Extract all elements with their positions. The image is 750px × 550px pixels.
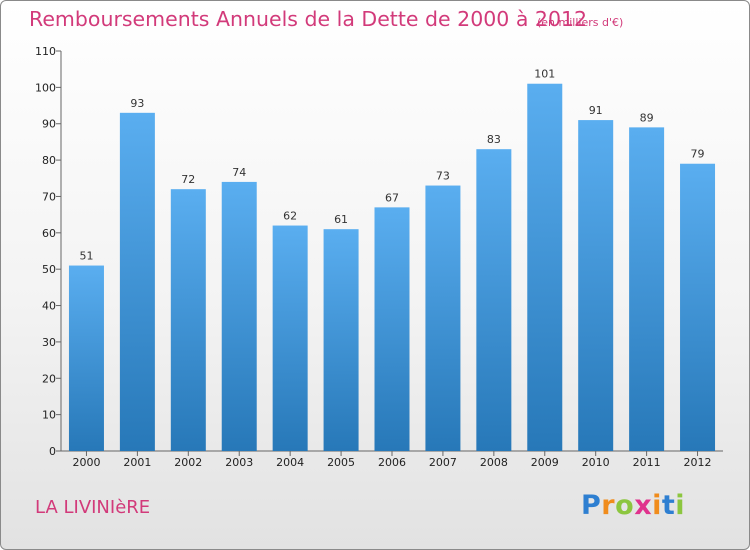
- x-tick-label: 2006: [378, 456, 406, 469]
- bar: [476, 149, 512, 451]
- bar-value-label: 93: [130, 97, 144, 110]
- bar: [323, 229, 359, 451]
- logo-letter: x: [634, 490, 653, 521]
- y-tick-label: 110: [35, 45, 56, 58]
- y-tick-label: 40: [42, 300, 56, 313]
- x-tick-label: 2009: [531, 456, 559, 469]
- y-tick-label: 20: [42, 372, 56, 385]
- y-tick-label: 50: [42, 263, 56, 276]
- x-tick-label: 2008: [480, 456, 508, 469]
- bar-value-label: 91: [589, 104, 603, 117]
- proxiti-logo: Proxiti: [581, 490, 685, 521]
- commune-name: LA LIVINIèRE: [35, 497, 151, 518]
- y-tick-label: 100: [35, 81, 56, 94]
- bar-value-label: 67: [385, 191, 399, 204]
- chart-title: Remboursements Annuels de la Dette de 20…: [29, 7, 588, 31]
- bar-value-label: 61: [334, 213, 348, 226]
- y-tick-label: 30: [42, 336, 56, 349]
- bar-value-label: 79: [691, 148, 705, 161]
- y-tick-label: 70: [42, 190, 56, 203]
- y-tick-label: 90: [42, 118, 56, 131]
- y-tick-label: 10: [42, 409, 56, 422]
- bar-value-label: 83: [487, 133, 501, 146]
- bar-value-label: 72: [181, 173, 195, 186]
- y-tick-label: 60: [42, 227, 56, 240]
- bar: [272, 225, 308, 451]
- x-tick-label: 2004: [276, 456, 304, 469]
- x-tick-label: 2012: [684, 456, 712, 469]
- logo-letter: r: [601, 490, 616, 521]
- chart-subtitle: (en milliers d'€): [537, 16, 624, 29]
- y-tick-label: 80: [42, 154, 56, 167]
- bar-value-label: 62: [283, 210, 297, 223]
- bar-value-label: 89: [640, 111, 654, 124]
- bar-value-label: 73: [436, 170, 450, 183]
- x-tick-label: 2007: [429, 456, 457, 469]
- logo-letter: P: [581, 490, 602, 521]
- bar-value-label: 51: [79, 250, 93, 263]
- bar: [221, 181, 257, 451]
- bar-value-label: 74: [232, 166, 246, 179]
- bar-value-label: 101: [534, 68, 555, 81]
- x-tick-label: 2005: [327, 456, 355, 469]
- y-tick-label: 0: [49, 445, 56, 458]
- x-tick-label: 2003: [225, 456, 253, 469]
- x-tick-label: 2001: [123, 456, 151, 469]
- bar: [680, 163, 716, 451]
- x-tick-label: 2000: [72, 456, 100, 469]
- bar: [170, 189, 206, 451]
- bar: [119, 112, 155, 452]
- bar: [629, 127, 665, 451]
- logo-letter: t: [661, 490, 676, 521]
- logo-letter: i: [652, 490, 662, 521]
- bar: [425, 185, 461, 451]
- x-tick-label: 2002: [174, 456, 202, 469]
- logo-letter: i: [675, 490, 686, 521]
- bar: [527, 83, 563, 452]
- logo-letter: o: [615, 490, 635, 521]
- bar: [68, 265, 104, 451]
- bar: [374, 207, 410, 451]
- x-tick-label: 2011: [633, 456, 661, 469]
- x-tick-label: 2010: [582, 456, 610, 469]
- bar: [578, 120, 614, 451]
